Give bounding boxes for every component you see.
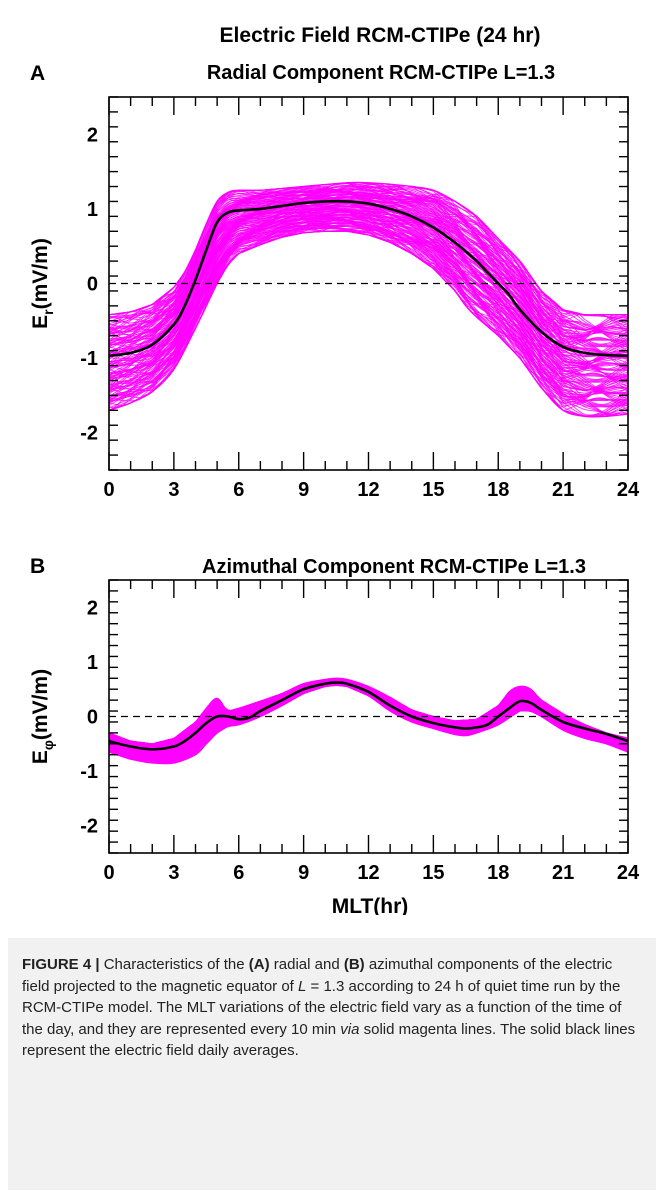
panel-b-xtick-labels: 0 3 6 9 12 15 18 21 24 [103,862,640,884]
panel-a-xtick-labels: 0 3 6 9 12 15 18 21 24 [103,479,640,501]
panel-b-xtick-label: 21 [552,862,574,884]
panel-b-xtick-label: 15 [422,862,444,884]
caption-ref-a: (A) [249,956,270,973]
panel-a-ytick-label: 1 [87,199,98,221]
panel-a-ytick-label: -1 [80,348,98,370]
panel-b-plot-area [109,580,628,853]
caption-figure-label: FIGURE 4 | [22,956,100,973]
caption-text-2: radial and [270,956,344,973]
figure-title: Electric Field RCM-CTIPe (24 hr) [220,24,541,47]
panel-b-ylabel-subscript: φ [40,740,56,750]
figure: Electric Field RCM-CTIPe (24 hr) A Radia… [0,0,663,915]
panel-a-ylabel-main: E [29,315,52,329]
caption-via: via [340,1021,359,1038]
panel-a-xtick-label: 6 [233,479,244,501]
panel-a-xtick-label: 21 [552,479,574,501]
panel-a: A Radial Component RCM-CTIPe L=1.3 -2 -1 0… [29,62,640,501]
panel-b-ytick-labels: -2 -1 0 1 2 [80,597,98,837]
panel-b-ylabel-unit: (mV/m) [29,669,52,740]
panel-a-xtick-label: 3 [168,479,179,501]
panel-a-title: Radial Component RCM-CTIPe L=1.3 [207,62,555,84]
panel-b-ytick-label: 2 [87,597,98,619]
panel-a-label: A [30,62,45,85]
panel-a-ytick-label: 2 [87,124,98,146]
panel-b-xtick-label: 18 [487,862,509,884]
panel-b-ylabel-main: E [29,750,52,764]
caption-ref-b: (B) [344,956,365,973]
panel-b-xtick-label: 3 [168,862,179,884]
panel-b-y-axis-label: Eφ(mV/m) [29,669,56,764]
svg-text:Er(mV/m): Er(mV/m) [29,238,56,329]
panel-a-ytick-labels: -2 -1 0 1 2 [80,124,98,444]
panel-a-plot-area [109,97,628,470]
panel-b-x-axis-label: MLT(hr) [332,895,409,915]
figure-caption-box: FIGURE 4 | Characteristics of the (A) ra… [8,938,656,1190]
panel-a-ytick-label: 0 [87,274,98,296]
panel-a-ytick-label: -2 [80,423,98,445]
panel-b-ytick-label: 0 [87,707,98,729]
panel-a-xtick-label: 18 [487,479,509,501]
panel-b-xtick-label: 6 [233,862,244,884]
panel-b-xtick-label: 9 [298,862,309,884]
panel-b-xtick-label: 12 [357,862,379,884]
panel-a-y-axis-label: Er(mV/m) [29,238,56,329]
panel-b-label: B [30,555,45,578]
panel-a-xtick-label: 9 [298,479,309,501]
panel-b: B Azimuthal Component RCM-CTIPe L=1.3 -2… [29,555,640,915]
panel-b-title: Azimuthal Component RCM-CTIPe L=1.3 [202,556,586,578]
caption-text-1: Characteristics of the [100,956,249,973]
svg-text:Eφ(mV/m): Eφ(mV/m) [29,669,56,764]
panel-a-ylabel-unit: (mV/m) [29,238,52,309]
figure-caption: FIGURE 4 | Characteristics of the (A) ra… [22,954,642,1062]
panel-a-xtick-label: 0 [103,479,114,501]
panel-a-xtick-label: 24 [617,479,640,501]
panel-b-ytick-label: 1 [87,652,98,674]
panel-b-xtick-label: 24 [617,862,640,884]
panel-a-xtick-label: 12 [357,479,379,501]
panel-b-ytick-label: -2 [80,816,98,838]
panel-b-xtick-label: 0 [103,862,114,884]
panel-a-xtick-label: 15 [422,479,444,501]
panel-b-ytick-label: -1 [80,761,98,783]
